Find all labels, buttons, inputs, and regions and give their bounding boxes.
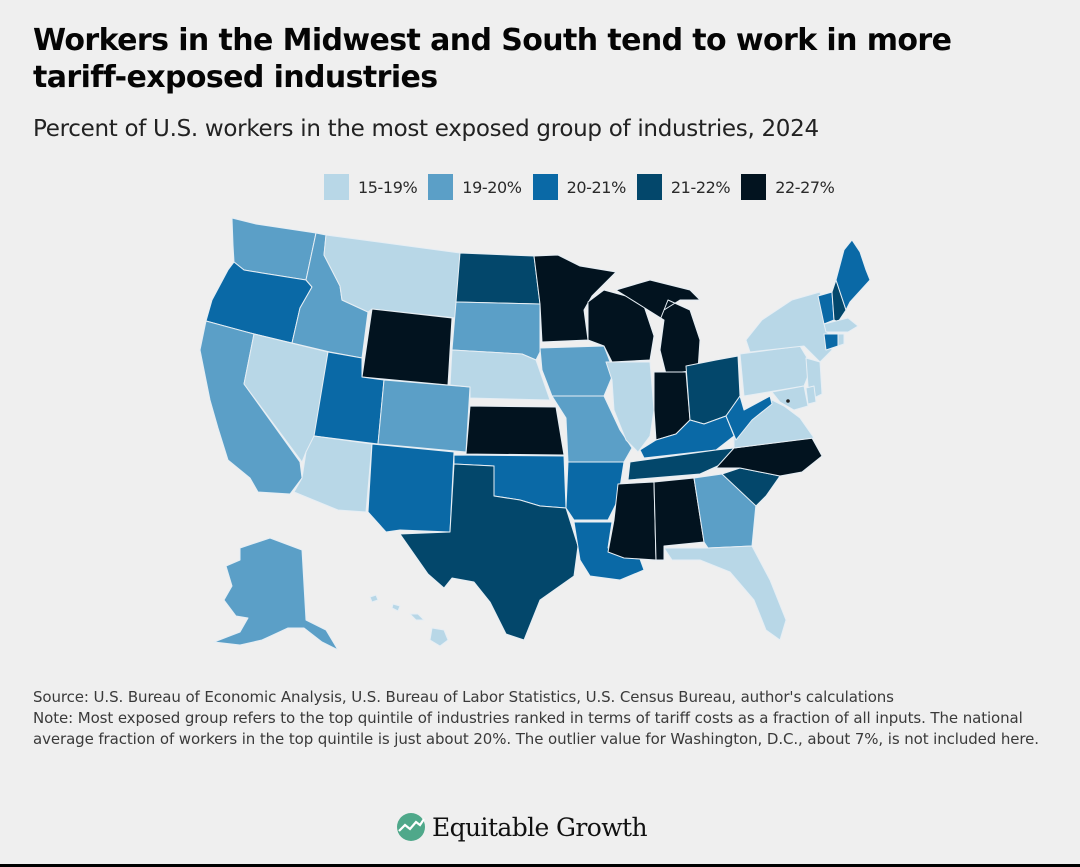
legend: 15-19% 19-20% 20-21% 21-22% 22-27% [324, 174, 845, 200]
state-WI [587, 289, 655, 363]
state-IA [539, 345, 615, 397]
state-KS [465, 405, 565, 456]
chart-title: Workers in the Midwest and South tend to… [33, 23, 952, 95]
state-WV [725, 395, 773, 441]
legend-item-22-27: 22-27% [741, 174, 835, 200]
state-RI [837, 333, 845, 347]
state-CO [377, 379, 471, 453]
state-NH [831, 279, 847, 323]
legend-swatch [741, 174, 767, 200]
legend-item-15-19: 15-19% [324, 174, 418, 200]
legend-item-21-22: 21-22% [636, 174, 731, 200]
chart-subtitle: Percent of U.S. workers in the most expo… [33, 116, 819, 142]
us-choropleth-map [199, 217, 871, 651]
state-FL [663, 545, 787, 641]
legend-label: 20-21% [566, 177, 627, 197]
methodology-note: Note: Most exposed group refers to the t… [33, 709, 1039, 748]
legend-swatch [428, 174, 454, 200]
state-AK [213, 537, 339, 651]
state-AR [565, 461, 625, 521]
legend-label: 19-20% [462, 177, 522, 197]
state-SC [721, 467, 781, 507]
state-IL [605, 361, 655, 453]
legend-label: 22-27% [775, 177, 835, 197]
state-HI [369, 594, 449, 647]
dc-marker [786, 399, 790, 403]
legend-label: 15-19% [358, 177, 418, 197]
legend-swatch [324, 174, 349, 200]
state-MA [823, 317, 859, 333]
source-note: Source: U.S. Bureau of Economic Analysis… [33, 688, 894, 706]
legend-item-19-20: 19-20% [428, 174, 522, 200]
legend-label: 21-22% [670, 177, 731, 197]
legend-swatch [636, 174, 662, 200]
state-WY [361, 308, 453, 386]
state-DE [805, 385, 817, 405]
state-ME [835, 239, 871, 311]
state-MD [771, 385, 809, 411]
state-KY [639, 415, 735, 459]
legend-swatch [532, 174, 558, 200]
state-NM [367, 443, 455, 533]
state-NE [449, 349, 551, 401]
brand-logo: Equitable Growth [396, 812, 648, 842]
brand-name: Equitable Growth [432, 812, 648, 842]
state-TX [399, 463, 579, 641]
state-MI [615, 279, 701, 375]
state-MO [551, 395, 633, 463]
legend-item-20-21: 20-21% [532, 174, 627, 200]
growth-chart-logo-icon [397, 813, 425, 841]
state-CT [823, 333, 839, 351]
chart-footer: Source: U.S. Bureau of Economic Analysis… [33, 687, 1043, 750]
state-ND [455, 252, 541, 305]
bottom-border [0, 864, 1080, 867]
